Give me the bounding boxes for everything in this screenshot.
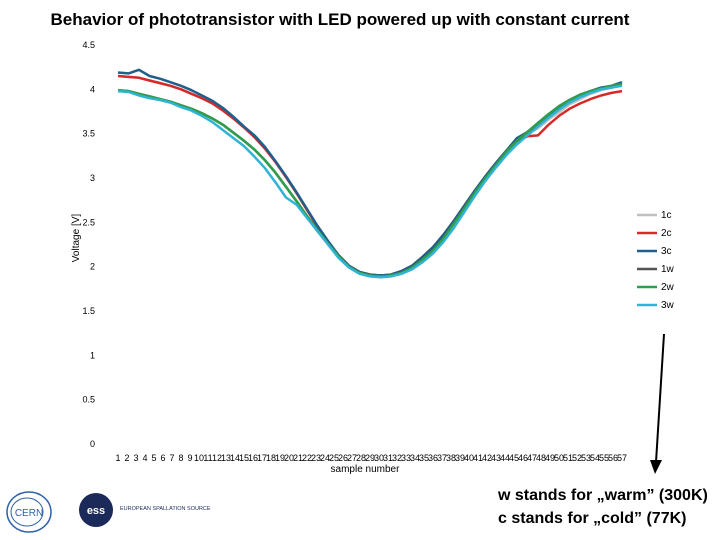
x-tick-label: 43 (491, 453, 501, 463)
y-tick-label: 3 (90, 173, 95, 183)
y-tick-label: 3.5 (82, 129, 95, 139)
x-tick-label: 16 (248, 453, 258, 463)
x-tick-label: 45 (509, 453, 519, 463)
svg-text:ess: ess (87, 505, 105, 517)
x-tick-label: 51 (563, 453, 573, 463)
legend-label-2w: 2w (661, 282, 675, 293)
ess-logo: ess EUROPEAN SPALLATION SOURCE (79, 493, 211, 527)
series-line-3w (117, 84, 623, 279)
y-tick-label: 4 (90, 84, 95, 94)
x-tick-label: 41 (473, 453, 483, 463)
x-tick-label: 37 (437, 453, 447, 463)
chart-title: Behavior of phototransistor with LED pow… (50, 10, 630, 29)
arrow-head (650, 460, 662, 474)
x-tick-label: 34 (410, 453, 420, 463)
x-tick-label: 27 (347, 453, 357, 463)
cern-logo-text: CERN (15, 508, 43, 519)
x-tick-label: 35 (419, 453, 429, 463)
x-tick-label: 11 (203, 453, 212, 463)
note-warm: w stands for „warm” (300K) (498, 487, 708, 504)
legend-label-2c: 2c (661, 228, 672, 239)
ess-logo-text: EUROPEAN SPALLATION SOURCE (120, 506, 211, 512)
x-tick-label: 54 (590, 453, 600, 463)
x-tick-label: 56 (608, 453, 618, 463)
y-tick-label: 0.5 (82, 395, 95, 405)
note-cold: c stands for „cold” (77K) (498, 510, 687, 527)
x-tick-label: 20 (284, 453, 294, 463)
y-tick-label: 2.5 (82, 217, 95, 227)
x-tick-label: 12 (212, 453, 222, 463)
x-tick-label: 55 (599, 453, 609, 463)
x-tick-label: 7 (169, 453, 174, 463)
legend-label-1w: 1w (661, 264, 675, 275)
x-tick-label: 9 (187, 453, 192, 463)
series-line-2c (117, 74, 623, 277)
x-tick-label: 2 (124, 453, 129, 463)
x-tick-label: 19 (275, 453, 285, 463)
x-tick-label: 1 (115, 453, 120, 463)
x-tick-label: 22 (302, 453, 312, 463)
x-tick-label: 42 (482, 453, 492, 463)
x-tick-label: 31 (383, 453, 393, 463)
x-tick-label: 28 (356, 453, 366, 463)
x-tick-label: 40 (464, 453, 474, 463)
x-tick-label: 38 (446, 453, 456, 463)
y-tick-label: 1 (90, 350, 95, 360)
x-tick-label: 39 (455, 453, 465, 463)
legend-label-1c: 1c (661, 210, 672, 221)
x-tick-label: 52 (572, 453, 582, 463)
x-tick-label: 4 (142, 453, 147, 463)
x-tick-label: 26 (338, 453, 348, 463)
cern-logo: CERN (6, 491, 52, 533)
x-tick-label: 36 (428, 453, 438, 463)
x-tick-label: 46 (518, 453, 528, 463)
y-tick-label: 4.5 (82, 40, 95, 50)
y-tick-label: 2 (90, 262, 95, 272)
x-tick-label: 8 (178, 453, 183, 463)
y-axis-label: Voltage [V] (71, 214, 82, 263)
x-tick-label: 23 (311, 453, 321, 463)
x-tick-label: 49 (545, 453, 555, 463)
x-tick-label: 32 (392, 453, 402, 463)
series-line-1c (117, 74, 623, 277)
x-tick-label: 50 (554, 453, 564, 463)
x-tick-label: 33 (401, 453, 411, 463)
x-tick-label: 44 (500, 453, 510, 463)
x-tick-label: 47 (527, 453, 537, 463)
x-tick-label: 30 (374, 453, 384, 463)
x-tick-label: 6 (160, 453, 165, 463)
x-tick-label: 57 (617, 453, 627, 463)
x-tick-label: 21 (293, 453, 303, 463)
x-tick-label: 10 (194, 453, 204, 463)
y-tick-label: 0 (90, 439, 95, 449)
x-tick-label: 14 (230, 453, 240, 463)
series-line-3c (117, 68, 623, 277)
x-tick-label: 5 (151, 453, 156, 463)
x-tick-label: 24 (320, 453, 330, 463)
x-tick-label: 15 (239, 453, 249, 463)
arrow-line (655, 333, 665, 463)
y-tick-label: 1.5 (82, 306, 95, 316)
x-tick-label: 29 (365, 453, 375, 463)
x-tick-label: 3 (133, 453, 138, 463)
x-tick-label: 53 (581, 453, 591, 463)
legend-label-3c: 3c (661, 246, 672, 257)
x-tick-label: 48 (536, 453, 546, 463)
x-axis-label: sample number (331, 464, 401, 475)
x-tick-label: 17 (257, 453, 267, 463)
x-tick-label: 18 (266, 453, 276, 463)
x-tick-label: 25 (329, 453, 339, 463)
x-tick-label: 13 (221, 453, 231, 463)
legend-label-3w: 3w (661, 300, 675, 311)
